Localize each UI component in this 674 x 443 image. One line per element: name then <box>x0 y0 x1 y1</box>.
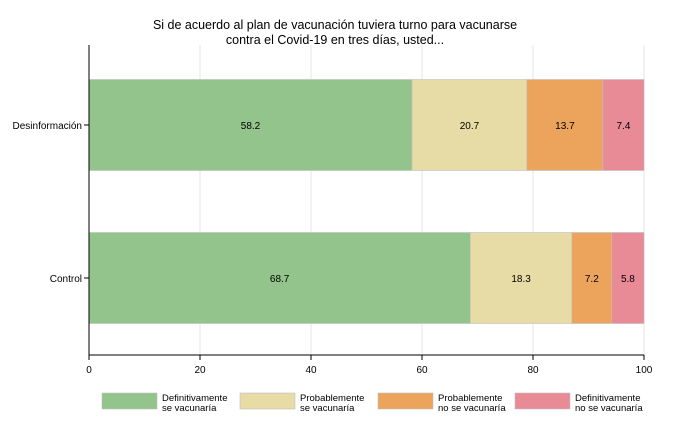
data-label-0-0: 58.2 <box>241 121 261 132</box>
axes: 0 20 40 60 80 100 <box>84 45 653 376</box>
x-tick-label-5: 100 <box>636 365 653 376</box>
chart-title: Si de acuerdo al plan de vacunación tuvi… <box>153 18 517 47</box>
data-label-0-2: 13.7 <box>555 121 575 132</box>
x-tick-label-0: 0 <box>86 365 92 376</box>
bar-segment-1-2 <box>571 232 613 324</box>
bar-segment-1-3 <box>611 232 645 324</box>
category-label-1: Control <box>50 274 82 285</box>
legend-label-0-0: Definitivamente <box>162 393 227 404</box>
bar-segment-0-2 <box>526 79 604 171</box>
legend-label-1-0: Probablemente <box>300 393 364 404</box>
legend-label-1-1: se vacunaría <box>300 403 355 414</box>
chart-title-line-2: contra el Covid-19 en tres días, usted..… <box>226 33 444 47</box>
data-label-1-2: 7.2 <box>585 274 599 285</box>
bars: 58.2 20.7 13.7 7.4 Desinformación 68.7 18.3 7.2… <box>13 79 645 324</box>
bar-segment-0-3 <box>602 79 645 171</box>
legend-swatch-0 <box>101 392 158 410</box>
legend-label-2-0: Probablemente <box>438 393 502 404</box>
bar-segment-1-1 <box>469 232 573 324</box>
legend-swatch-2 <box>377 392 434 410</box>
x-tick-label-3: 60 <box>416 365 428 376</box>
data-label-1-3: 5.8 <box>621 274 635 285</box>
category-label-0: Desinformación <box>13 121 82 132</box>
legend-swatch-1 <box>239 392 296 410</box>
x-tick-label-2: 40 <box>305 365 317 376</box>
legend-label-3-0: Definitivamente <box>575 393 640 404</box>
data-label-1-0: 68.7 <box>270 274 290 285</box>
x-tick-label-1: 20 <box>194 365 206 376</box>
bar-segment-0-0 <box>88 79 413 171</box>
x-tick-label-4: 80 <box>527 365 539 376</box>
legend-label-0-1: se vacunaría <box>162 403 217 414</box>
chart-title-line-1: Si de acuerdo al plan de vacunación tuvi… <box>153 18 517 32</box>
legend-label-3-1: no se vacunaría <box>575 403 643 414</box>
data-label-1-1: 18.3 <box>511 274 531 285</box>
data-label-0-3: 7.4 <box>617 121 631 132</box>
bar-segment-1-0 <box>88 232 471 324</box>
legend-swatch-3 <box>514 392 571 410</box>
bar-segment-0-1 <box>411 79 528 171</box>
data-label-0-1: 20.7 <box>460 121 480 132</box>
legend-label-2-1: no se vacunaría <box>438 403 506 414</box>
